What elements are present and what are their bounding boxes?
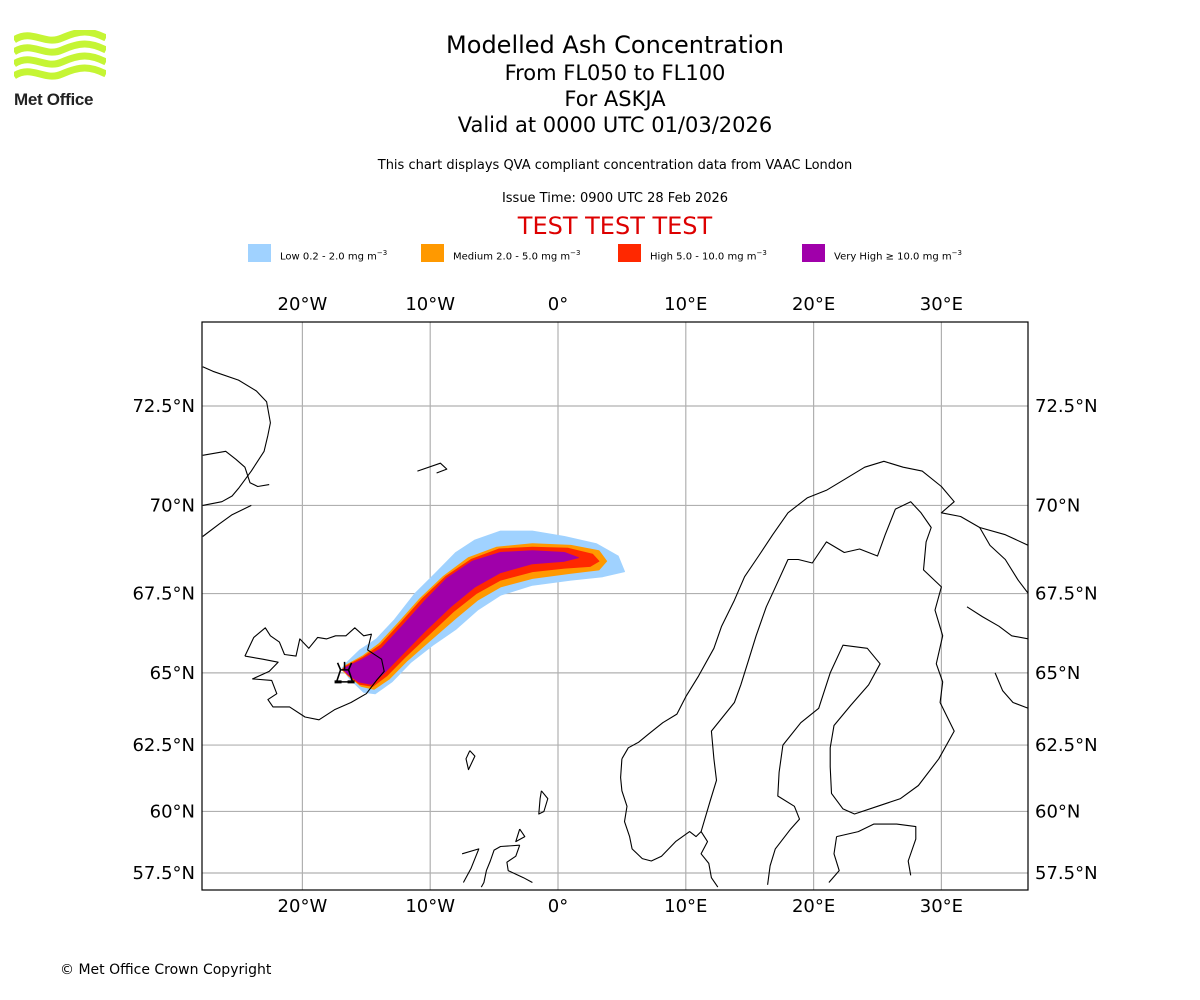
longitude-label: 20°W: [278, 896, 328, 917]
logo-wave: [14, 64, 106, 80]
issue-time: Issue Time: 0900 UTC 28 Feb 2026: [501, 191, 729, 206]
longitude-label: 10°W: [405, 294, 455, 315]
test-banner: TEST TEST TEST: [517, 212, 713, 240]
latitude-label: 60°N: [1035, 801, 1080, 822]
latitude-label: 65°N: [150, 663, 195, 684]
legend-label-very-high: Very High ≥ 10.0 mg m−3: [834, 249, 962, 263]
coastline: [417, 462, 448, 474]
coastline: [202, 366, 271, 506]
coastline: [465, 750, 476, 771]
longitude-label: 0°: [548, 294, 568, 315]
legend-swatch-low: [248, 244, 271, 262]
ash-contour-high: [342, 546, 600, 687]
latitude-label: 62.5°N: [132, 735, 195, 756]
longitude-label: 20°E: [792, 294, 835, 315]
latitude-label: 72.5°N: [1035, 396, 1098, 417]
logo-wave: [14, 40, 106, 56]
coastline: [244, 627, 385, 721]
valid-time: Valid at 0000 UTC 01/03/2026: [457, 113, 773, 137]
coastline: [202, 504, 252, 537]
qva-description: This chart displays QVA compliant concen…: [377, 158, 853, 173]
graticule: [202, 322, 1028, 890]
legend-swatch-high: [618, 244, 641, 262]
ash-plume: [341, 530, 625, 695]
longitude-label: 20°E: [792, 896, 835, 917]
coastline: [620, 758, 719, 888]
longitude-label: 0°: [548, 896, 568, 917]
longitude-label: 10°E: [664, 896, 707, 917]
latitude-label: 57.5°N: [1035, 863, 1098, 884]
volcano-plume-stroke: [336, 662, 342, 671]
logo-wave: [14, 30, 106, 44]
latitude-label: 65°N: [1035, 663, 1080, 684]
longitude-label: 20°W: [278, 294, 328, 315]
longitude-label: 10°E: [664, 294, 707, 315]
longitude-label: 30°E: [920, 896, 963, 917]
latitude-label: 72.5°N: [132, 396, 195, 417]
volcano-name: For ASKJA: [564, 87, 666, 111]
coastline: [828, 836, 840, 883]
met-office-wordmark: Met Office: [14, 90, 94, 109]
coastline: [836, 823, 917, 876]
map-frame: [201, 321, 1029, 891]
coastline: [538, 790, 549, 815]
coastline: [202, 450, 270, 488]
legend-swatch-medium: [421, 244, 444, 262]
logo-wave: [14, 52, 106, 68]
axis-labels: 20°W 20°W 10°W 10°W 0° 0° 10°E 10°E 20°E 20°E 30°E…: [132, 294, 1097, 917]
coastline: [515, 828, 526, 843]
coastline: [506, 845, 533, 883]
latitude-label: 62.5°N: [1035, 735, 1098, 756]
met-office-wave-logo-icon: [14, 30, 106, 80]
latitude-label: 57.5°N: [132, 863, 195, 884]
copyright: © Met Office Crown Copyright: [60, 962, 272, 978]
latitude-label: 70°N: [1035, 495, 1080, 516]
coastline: [700, 501, 955, 885]
coastlines: [202, 366, 1028, 888]
met-office-logo: Met Office: [14, 30, 106, 112]
coastline: [480, 844, 520, 888]
latitude-label: 67.5°N: [1035, 584, 1098, 605]
coastline: [966, 606, 1028, 640]
chart-titles: Modelled Ash Concentration From FL050 to…: [0, 30, 1200, 138]
latitude-label: 70°N: [150, 495, 195, 516]
legend-label-medium: Medium 2.0 - 5.0 mg m−3: [453, 249, 581, 263]
flight-levels: From FL050 to FL100: [504, 61, 726, 85]
coastline: [979, 527, 1028, 594]
longitude-label: 30°E: [920, 294, 963, 315]
ash-contour-very-high: [342, 550, 579, 685]
latitude-label: 67.5°N: [132, 584, 195, 605]
latitude-label: 60°N: [150, 801, 195, 822]
longitude-label: 10°W: [405, 896, 455, 917]
legend-swatch-very-high: [802, 244, 825, 262]
volcano-plume-stroke: [347, 662, 353, 671]
coastline: [621, 460, 1028, 760]
coastline: [994, 672, 1028, 709]
legend-label-high: High 5.0 - 10.0 mg m−3: [650, 249, 767, 263]
coastline: [461, 848, 480, 883]
volcano-icon: [334, 661, 355, 684]
chart-title: Modelled Ash Concentration: [446, 31, 784, 59]
legend-label-low: Low 0.2 - 2.0 mg m−3: [280, 249, 388, 263]
